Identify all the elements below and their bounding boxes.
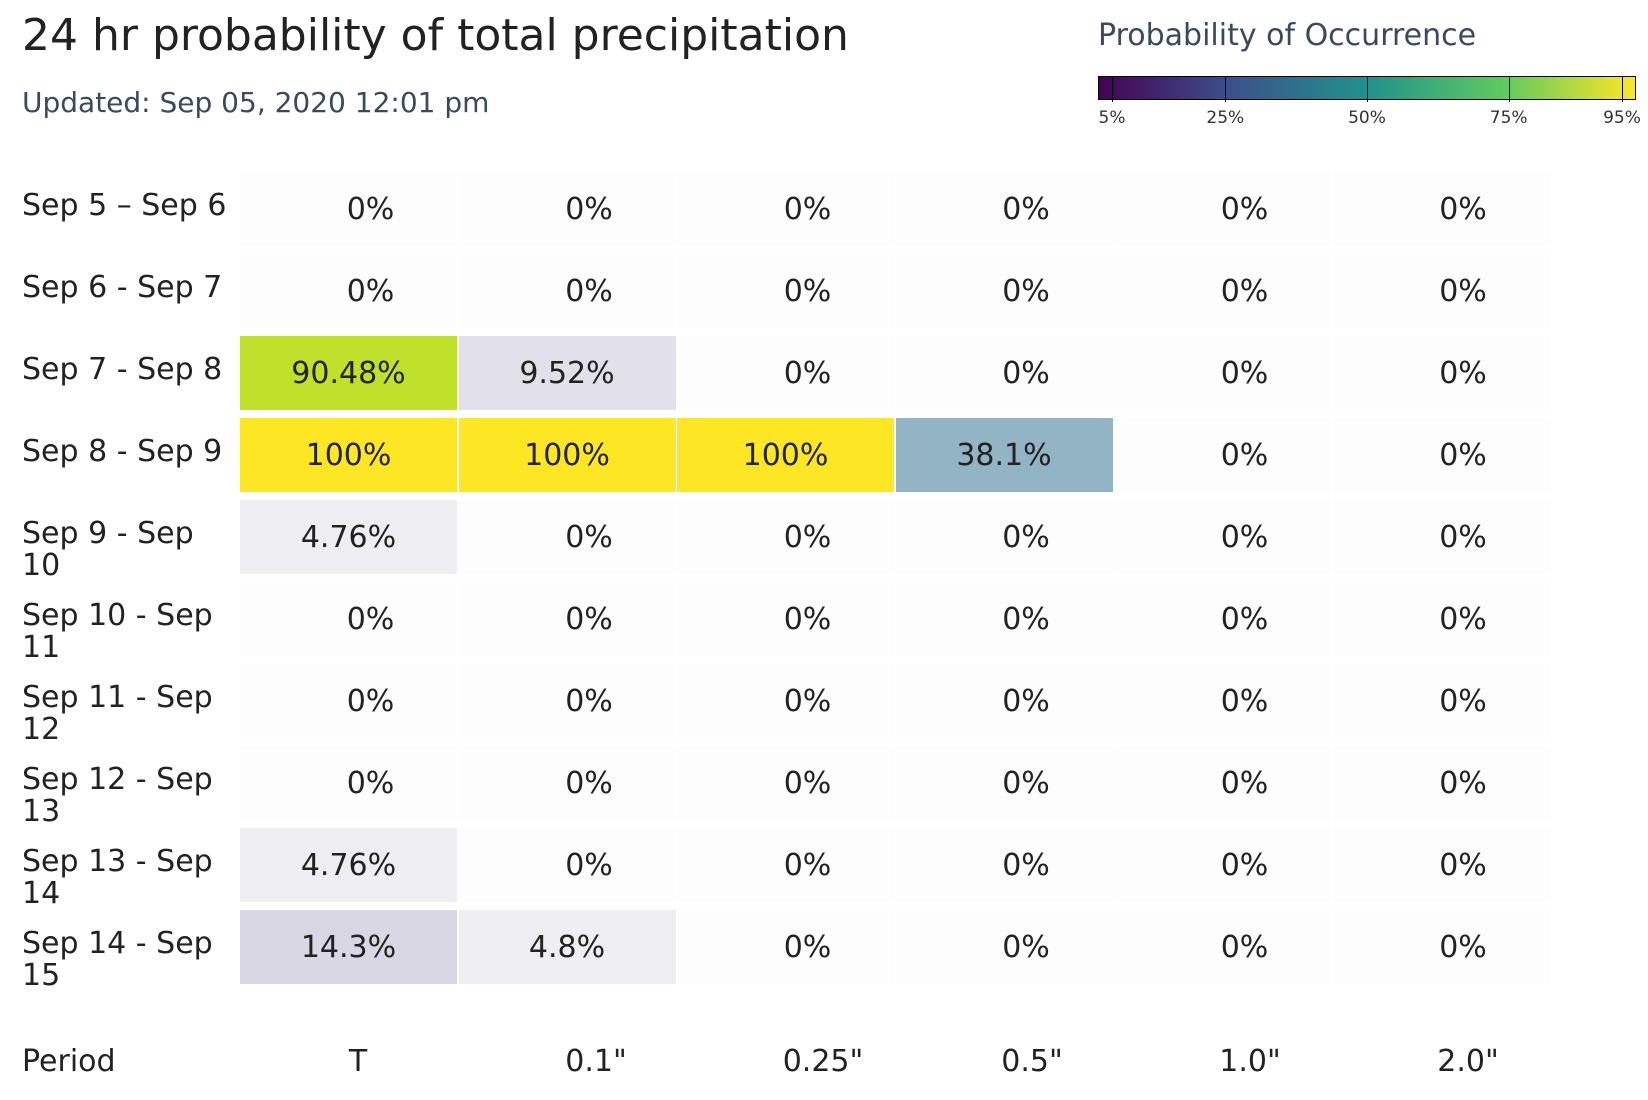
heatmap-cell: 0% — [1114, 746, 1331, 820]
colorscale-tick-label: 25% — [1206, 108, 1245, 128]
row-label: Sep 5 – Sep 6 — [22, 188, 227, 223]
heatmap-cell: 0% — [1114, 582, 1331, 656]
heatmap-cell: 0% — [1332, 172, 1550, 246]
row-label: Sep 6 - Sep 7 — [22, 270, 223, 305]
heatmap-cell: 0% — [1332, 254, 1550, 328]
heatmap-cell: 0% — [1332, 418, 1550, 492]
row-label: Sep 12 - Sep 13 — [22, 762, 213, 829]
heatmap-cell: 0% — [677, 664, 894, 738]
heatmap-cell: 0% — [895, 582, 1113, 656]
heatmap-cell: 0% — [458, 582, 676, 656]
heatmap-cell: 4.76% — [240, 828, 457, 902]
x-tick-label: 0.1" — [565, 1044, 627, 1079]
row-label: Sep 8 - Sep 9 — [22, 434, 223, 469]
colorscale-tick — [1112, 76, 1113, 102]
heatmap-cell: 0% — [1332, 500, 1550, 574]
heatmap-cell: 14.3% — [240, 910, 457, 984]
row-label: Sep 11 - Sep 12 — [22, 680, 213, 747]
heatmap-cell: 0% — [1332, 746, 1550, 820]
heatmap-cell: 0% — [1114, 664, 1331, 738]
x-tick-label: 2.0" — [1437, 1044, 1499, 1079]
heatmap-cell: 0% — [677, 910, 894, 984]
heatmap-cell: 4.8% — [458, 910, 676, 984]
heatmap-cell: 0% — [677, 746, 894, 820]
heatmap-cell: 0% — [458, 500, 676, 574]
heatmap-cell: 0% — [1332, 582, 1550, 656]
heatmap-cell: 0% — [1114, 500, 1331, 574]
heatmap-cell: 0% — [1332, 910, 1550, 984]
heatmap-cell: 0% — [1332, 336, 1550, 410]
heatmap-cell: 0% — [895, 664, 1113, 738]
heatmap-cell: 100% — [458, 418, 676, 492]
colorscale-tick-label: 5% — [1098, 108, 1126, 128]
heatmap-cell: 0% — [458, 172, 676, 246]
row-label: Sep 10 - Sep 11 — [22, 598, 213, 665]
heatmap-cell: 0% — [895, 336, 1113, 410]
x-tick-label: 0.25" — [782, 1044, 864, 1079]
x-tick-label: 1.0" — [1219, 1044, 1281, 1079]
heatmap-cell: 9.52% — [458, 336, 676, 410]
heatmap-cell: 0% — [240, 746, 457, 820]
colorscale-tick — [1622, 76, 1623, 102]
colorscale-tick-label: 50% — [1348, 108, 1386, 128]
row-label: Sep 9 - Sep 10 — [22, 516, 194, 583]
heatmap-cell: 38.1% — [895, 418, 1113, 492]
heatmap-cell: 0% — [677, 500, 894, 574]
heatmap-cell: 0% — [240, 664, 457, 738]
heatmap-cell: 0% — [677, 582, 894, 656]
colorscale-tick — [1508, 76, 1510, 102]
heatmap-cell: 0% — [895, 172, 1113, 246]
heatmap-cell: 0% — [895, 910, 1113, 984]
heatmap-cell: 0% — [1114, 828, 1331, 902]
heatmap-cell: 0% — [677, 172, 894, 246]
heatmap-cell: 0% — [458, 664, 676, 738]
heatmap-cell: 0% — [1114, 172, 1331, 246]
heatmap-cell: 100% — [677, 418, 894, 492]
heatmap-cell: 0% — [458, 746, 676, 820]
heatmap-cell: 0% — [1114, 418, 1331, 492]
heatmap-cell: 0% — [1114, 910, 1331, 984]
x-axis-title: Period — [22, 1044, 116, 1079]
x-tick-label: 0.5" — [1001, 1044, 1063, 1079]
colorscale-tick — [1367, 76, 1368, 102]
colorscale-tick-label: 95% — [1603, 108, 1641, 128]
heatmap-cell: 0% — [240, 172, 457, 246]
heatmap-cell: 0% — [677, 336, 894, 410]
heatmap-cell: 90.48% — [240, 336, 457, 410]
heatmap-cell: 4.76% — [240, 500, 457, 574]
heatmap-cell: 0% — [677, 828, 894, 902]
chart-title: 24 hr probability of total precipitation — [22, 10, 849, 61]
legend-title: Probability of Occurrence — [1098, 18, 1477, 53]
colorscale-tick — [1225, 76, 1227, 102]
row-label: Sep 13 - Sep 14 — [22, 844, 213, 911]
heatmap-cell: 0% — [458, 828, 676, 902]
row-label: Sep 14 - Sep 15 — [22, 926, 213, 993]
heatmap-cell: 0% — [1114, 336, 1331, 410]
x-tick-label: T — [348, 1044, 368, 1079]
heatmap-cell: 0% — [1114, 254, 1331, 328]
heatmap-cell: 0% — [1332, 664, 1550, 738]
heatmap-cell: 0% — [1332, 828, 1550, 902]
colorscale-tick-label: 75% — [1489, 108, 1528, 128]
heatmap-cell: 0% — [895, 746, 1113, 820]
heatmap-cell: 0% — [895, 500, 1113, 574]
heatmap-cell: 0% — [240, 254, 457, 328]
row-label: Sep 7 - Sep 8 — [22, 352, 223, 387]
heatmap-cell: 0% — [240, 582, 457, 656]
heatmap-cell: 0% — [458, 254, 676, 328]
heatmap-cell: 100% — [240, 418, 457, 492]
heatmap-cell: 0% — [895, 828, 1113, 902]
heatmap-cell: 0% — [677, 254, 894, 328]
updated-timestamp: Updated: Sep 05, 2020 12:01 pm — [22, 86, 490, 119]
heatmap-cell: 0% — [895, 254, 1113, 328]
